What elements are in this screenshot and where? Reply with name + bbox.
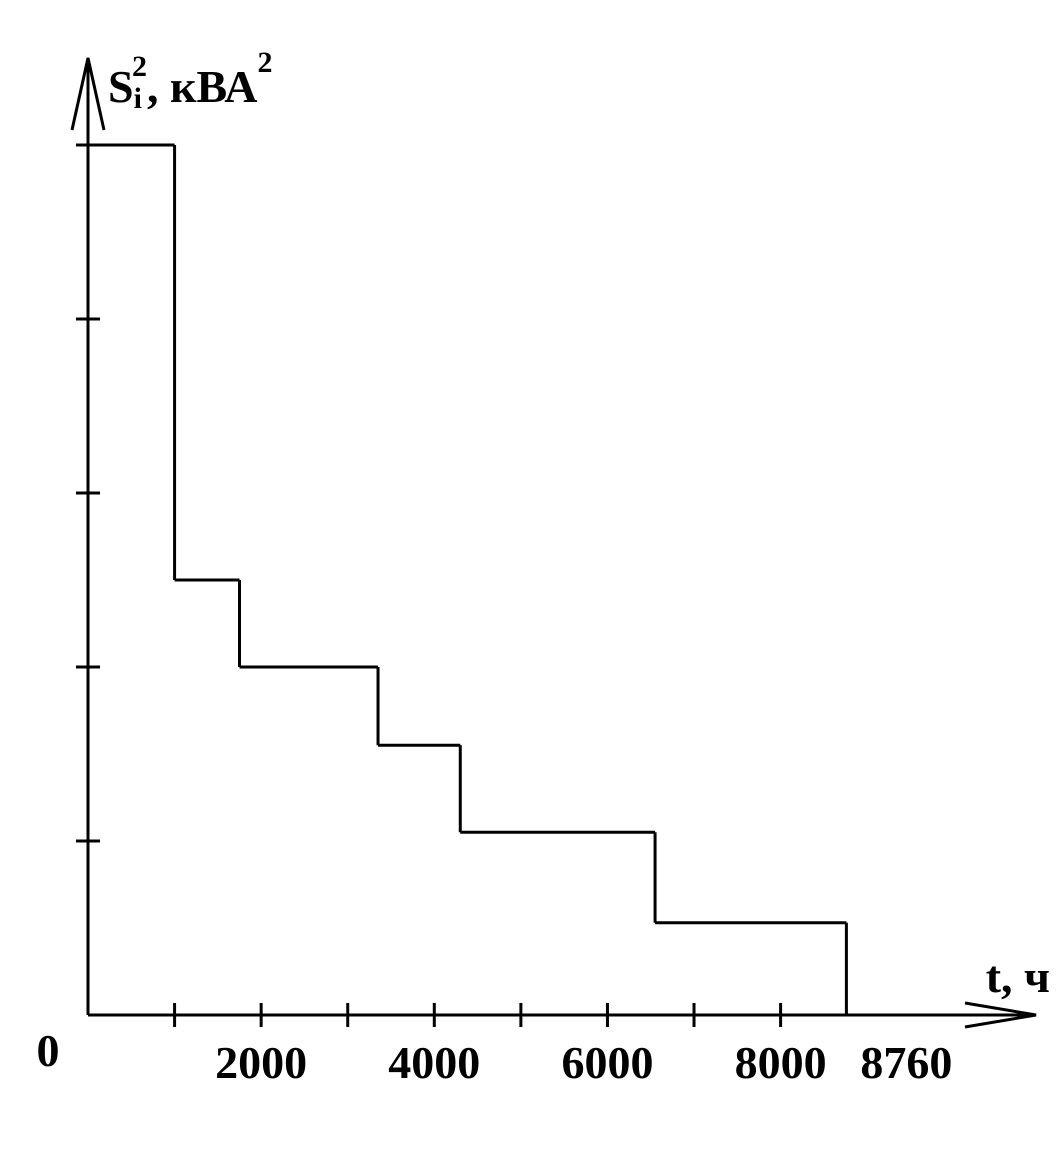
x-tick-label: 8000 bbox=[735, 1037, 827, 1088]
y-axis bbox=[70, 57, 106, 1015]
x-tick-label: 8760 bbox=[860, 1037, 952, 1088]
x-axis-label: t, ч bbox=[986, 951, 1050, 1002]
x-axis bbox=[88, 1001, 1037, 1029]
y-axis-label: Si2, кВА2 bbox=[108, 46, 272, 115]
x-tick-label: 6000 bbox=[561, 1037, 653, 1088]
x-tick-label: 4000 bbox=[388, 1037, 480, 1088]
x-tick-label: 2000 bbox=[215, 1037, 307, 1088]
x-tick-label: 0 bbox=[37, 1025, 60, 1076]
